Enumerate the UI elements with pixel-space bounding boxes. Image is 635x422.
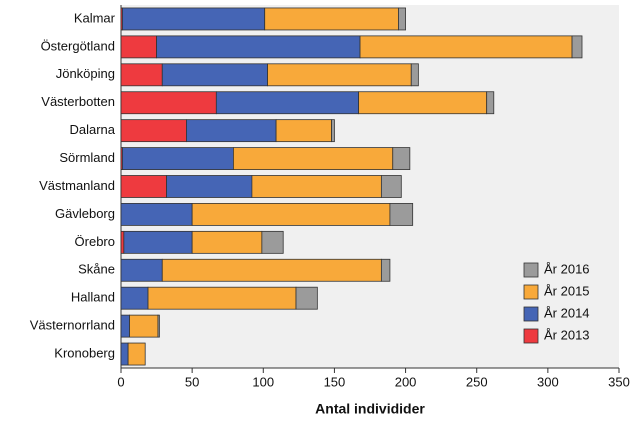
legend-label: År 2015 (544, 283, 590, 298)
bar-segment (261, 230, 284, 254)
y-tick-label: Gävleborg (55, 206, 115, 221)
x-tick-label: 0 (117, 374, 124, 389)
bar-segment (267, 63, 412, 87)
legend-swatch (523, 284, 539, 300)
bar-segment (120, 203, 193, 226)
bar-segment (120, 342, 129, 366)
y-tick-label: Halland (71, 290, 115, 305)
bar-segment (571, 35, 583, 59)
bar-segment (120, 314, 130, 338)
bar-segment (120, 175, 167, 198)
x-tick-label: 300 (537, 374, 559, 389)
bar-segment (392, 147, 411, 170)
bar-segment (186, 119, 277, 143)
bar-segment (120, 230, 125, 254)
x-tick-label: 200 (395, 374, 417, 389)
x-axis-label: Antal individider (315, 401, 425, 417)
bar-segment (122, 147, 234, 170)
bar-segment (147, 286, 297, 310)
y-tick-label: Jönköping (56, 66, 115, 81)
bar-segment (233, 147, 394, 170)
bar-segment (120, 286, 149, 310)
legend-swatch (523, 262, 539, 278)
y-tick-label: Dalarna (69, 122, 115, 137)
bar-segment (215, 91, 360, 115)
bar-segment (191, 230, 263, 254)
bar-segment (410, 63, 419, 87)
x-tick-label: 250 (466, 374, 488, 389)
legend-label: År 2014 (544, 305, 590, 320)
bar-segment (191, 203, 391, 226)
y-tick-label: Kalmar (74, 10, 116, 25)
x-tick-label: 50 (185, 374, 199, 389)
bar-segment (120, 91, 217, 115)
bar-segment (380, 258, 391, 282)
bar-segment (120, 258, 163, 282)
bar-segment (389, 203, 414, 226)
legend-label: År 2013 (544, 327, 590, 342)
y-tick-label: Östergötland (41, 38, 115, 53)
bar-segment (486, 91, 495, 115)
bar-segment (166, 175, 253, 198)
y-tick-label: Västernorrland (30, 318, 115, 333)
bar-segment (129, 314, 159, 338)
bar-segment (295, 286, 318, 310)
bar-segment (398, 7, 406, 31)
x-tick-label: 100 (252, 374, 274, 389)
x-tick-label: 350 (608, 374, 630, 389)
bar-segment (157, 314, 160, 338)
bar-segment (120, 35, 157, 59)
y-tick-label: Skåne (78, 262, 115, 277)
bar-segment (156, 35, 361, 59)
bar-segment (331, 119, 335, 143)
bar-segment (123, 230, 193, 254)
bar-segment (122, 7, 266, 31)
bar-segment (358, 91, 488, 115)
bar-segment (359, 35, 573, 59)
bar-segment (161, 258, 382, 282)
bar-segment (275, 119, 332, 143)
legend-swatch (523, 328, 539, 344)
y-tick-label: Örebro (75, 234, 115, 249)
y-tick-label: Västerbotten (41, 94, 115, 109)
bar-segment (120, 63, 163, 87)
bar-segment (161, 63, 268, 87)
bar-segment (251, 175, 382, 198)
y-tick-label: Kronoberg (54, 345, 115, 360)
bar-segment (380, 175, 402, 198)
legend-swatch (523, 306, 539, 322)
y-tick-label: Sörmland (59, 150, 115, 165)
bar-segment (120, 119, 187, 143)
legend-label: År 2016 (544, 261, 590, 276)
x-tick-label: 150 (324, 374, 346, 389)
bar-segment (264, 7, 399, 31)
y-tick-label: Västmanland (39, 178, 115, 193)
bar-segment (127, 342, 146, 366)
